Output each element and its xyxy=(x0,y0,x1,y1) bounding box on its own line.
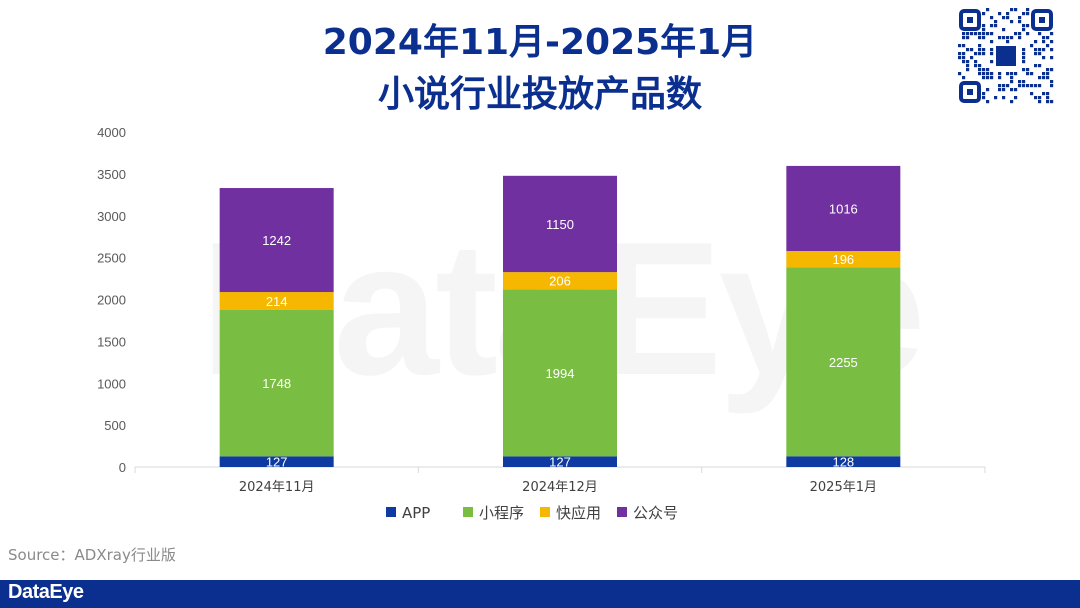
stacked-bar-chart: 0 500 1000 1500 2000 2500 3000 3500 4000 2024年11… xyxy=(97,125,986,522)
data-label: 1242 xyxy=(262,233,291,248)
x-axis: 2024年11月 2024年12月 2025年1月 xyxy=(134,466,986,495)
data-label: 1150 xyxy=(546,217,574,232)
bar-segment xyxy=(503,175,617,273)
legend: APP 小程序 快应用 公众号 xyxy=(386,504,678,522)
chart-title-line-1: 2024年11月-2025年1月 xyxy=(322,22,758,63)
y-tick-label: 2500 xyxy=(97,251,126,266)
bars: 127 1748 214 1242 127 1994 206 1150 128 2255 196 10… xyxy=(219,165,901,470)
bar-segment xyxy=(786,456,901,467)
bar-segment xyxy=(219,188,334,293)
legend-swatch xyxy=(386,507,396,517)
qr-code-icon xyxy=(958,8,1054,104)
y-tick-label: 1000 xyxy=(97,376,126,391)
data-label: 1994 xyxy=(546,366,575,381)
legend-swatch xyxy=(463,507,473,517)
legend-label: 公众号 xyxy=(633,504,678,522)
chart-title-line-2: 小说行业投放产品数 xyxy=(377,74,702,115)
bar-segment xyxy=(786,165,901,252)
x-tick-label: 2024年11月 xyxy=(239,480,315,495)
data-label: 196 xyxy=(832,252,854,267)
bar-segment xyxy=(503,272,617,290)
data-label: 1016 xyxy=(829,201,858,216)
data-label: 128 xyxy=(832,455,854,470)
data-label: 127 xyxy=(549,455,571,470)
legend-swatch xyxy=(617,507,627,517)
y-axis: 0 500 1000 1500 2000 2500 3000 3500 4000 xyxy=(97,125,126,475)
footer-brand-logo: DataEye xyxy=(8,581,84,603)
footer-bar: DataEye xyxy=(0,580,1080,608)
y-tick-label: 3000 xyxy=(97,209,126,224)
legend-label: 小程序 xyxy=(479,504,524,522)
bar-segment xyxy=(503,456,617,467)
data-label: 206 xyxy=(549,274,571,289)
bar-segment xyxy=(786,251,901,268)
legend-label: APP xyxy=(402,504,430,522)
data-label: 127 xyxy=(266,455,288,470)
bar-segment xyxy=(219,456,334,467)
legend-swatch xyxy=(540,507,550,517)
bar-segment xyxy=(219,309,334,457)
y-tick-label: 2000 xyxy=(97,293,126,308)
data-label: 214 xyxy=(266,294,288,309)
y-tick-label: 1500 xyxy=(97,334,126,349)
bar-segment xyxy=(786,267,901,457)
y-tick-label: 500 xyxy=(104,418,126,433)
legend-label: 快应用 xyxy=(556,504,601,522)
data-label: 2255 xyxy=(829,355,858,370)
x-tick-label: 2024年12月 xyxy=(522,480,598,495)
bar-segment xyxy=(219,292,334,310)
bar-segment xyxy=(503,289,617,457)
data-label: 1748 xyxy=(262,376,291,391)
source-note: Source：ADXray行业版 xyxy=(8,546,176,564)
y-tick-label: 0 xyxy=(119,460,126,475)
y-tick-label: 3500 xyxy=(97,167,126,182)
x-tick-label: 2025年1月 xyxy=(810,480,877,495)
y-tick-label: 4000 xyxy=(97,125,126,140)
